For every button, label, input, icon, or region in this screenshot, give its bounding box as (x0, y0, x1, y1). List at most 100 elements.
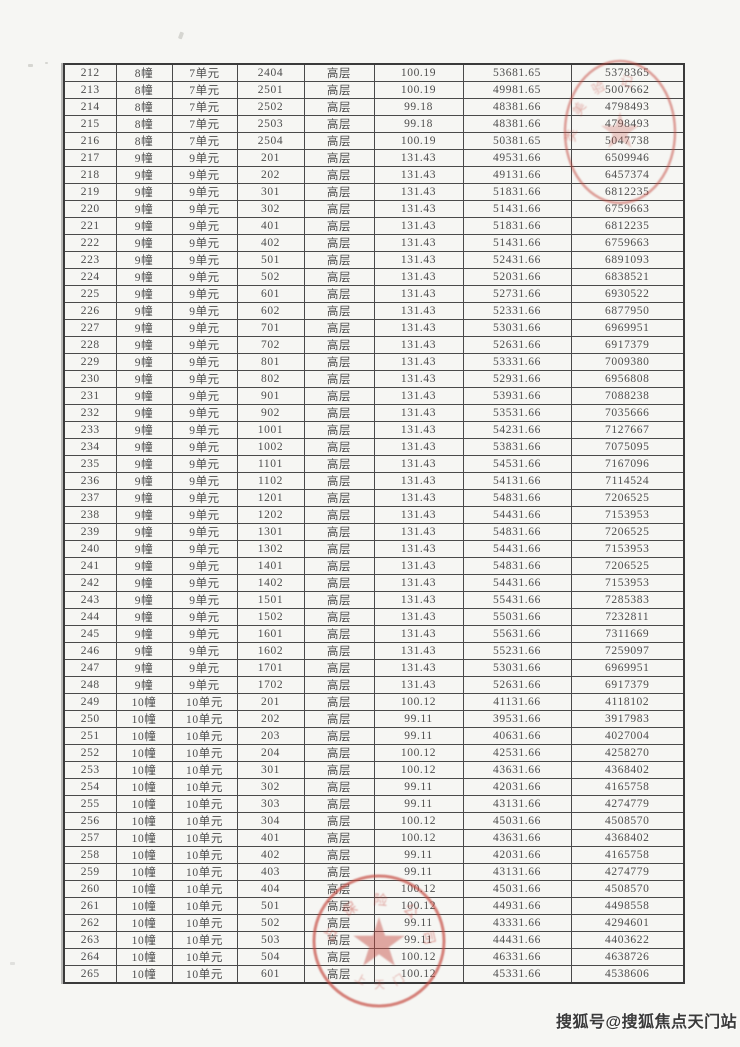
table-cell: 131.43 (373, 387, 464, 405)
table-row: 254 10幢 10单元 302 高层 99.11 42031.66 4165758 (63, 778, 685, 796)
table-cell: 218 (63, 166, 117, 184)
table-cell: 4638726 (570, 948, 685, 966)
table-cell: 52931.66 (462, 370, 572, 388)
table-row: 217 9幢 9单元 201 高层 131.43 49531.66 6509946 (63, 149, 685, 167)
table-cell: 高层 (303, 200, 375, 218)
table-cell: 54831.66 (462, 557, 572, 575)
table-cell: 402 (236, 846, 305, 864)
table-cell: 131.43 (373, 608, 464, 626)
table-cell: 230 (63, 370, 117, 388)
table-cell: 52631.66 (462, 336, 572, 354)
table-cell: 高层 (303, 455, 375, 473)
table-cell: 高层 (303, 931, 375, 949)
table-cell: 131.43 (373, 302, 464, 320)
table-cell: 902 (236, 404, 305, 422)
table-cell: 55031.66 (462, 608, 572, 626)
table-cell: 1502 (236, 608, 305, 626)
table-cell: 202 (236, 166, 305, 184)
table-cell: 高层 (303, 387, 375, 405)
table-cell: 52031.66 (462, 268, 572, 286)
table-cell: 9幢 (115, 353, 173, 371)
table-cell: 263 (63, 931, 117, 949)
table-cell: 7单元 (171, 81, 238, 99)
table-cell: 54231.66 (462, 421, 572, 439)
table-cell: 6812235 (570, 217, 685, 235)
table-cell: 9单元 (171, 438, 238, 456)
table-cell: 10幢 (115, 880, 173, 898)
table-cell: 50381.65 (462, 132, 572, 150)
table-cell: 45031.66 (462, 880, 572, 898)
table-cell: 9单元 (171, 387, 238, 405)
table-cell: 6969951 (570, 659, 685, 677)
table-cell: 701 (236, 319, 305, 337)
table-cell: 402 (236, 234, 305, 252)
table-cell: 131.43 (373, 540, 464, 558)
table-cell: 10幢 (115, 863, 173, 881)
table-cell: 1602 (236, 642, 305, 660)
table-cell: 9单元 (171, 489, 238, 507)
table-cell: 401 (236, 217, 305, 235)
table-cell: 131.43 (373, 642, 464, 660)
table-cell: 6759663 (570, 200, 685, 218)
table-cell: 53331.66 (462, 353, 572, 371)
table-cell: 246 (63, 642, 117, 660)
table-cell: 10幢 (115, 931, 173, 949)
table-cell: 9幢 (115, 438, 173, 456)
table-cell: 303 (236, 795, 305, 813)
table-cell: 601 (236, 285, 305, 303)
table-cell: 46331.66 (462, 948, 572, 966)
table-cell: 54431.66 (462, 506, 572, 524)
table-cell: 9幢 (115, 455, 173, 473)
table-cell: 9单元 (171, 625, 238, 643)
table-cell: 100.12 (373, 812, 464, 830)
table-cell: 9幢 (115, 540, 173, 558)
table-cell: 55431.66 (462, 591, 572, 609)
table-row: 212 8幢 7单元 2404 高层 100.19 53681.65 5378365 (63, 63, 685, 82)
table-row: 245 9幢 9单元 1601 高层 131.43 55631.66 7311669 (63, 625, 685, 643)
table-cell: 131.43 (373, 319, 464, 337)
table-cell: 99.18 (373, 98, 464, 116)
table-cell: 10单元 (171, 897, 238, 915)
table-cell: 高层 (303, 778, 375, 796)
table-cell: 131.43 (373, 404, 464, 422)
table-cell: 高层 (303, 63, 375, 82)
table-cell: 1702 (236, 676, 305, 694)
table-cell: 高层 (303, 948, 375, 966)
table-cell: 10单元 (171, 914, 238, 932)
table-row: 218 9幢 9单元 202 高层 131.43 49131.66 6457374 (63, 166, 685, 184)
table-cell: 4508570 (570, 880, 685, 898)
table-cell: 100.12 (373, 829, 464, 847)
table-cell: 239 (63, 523, 117, 541)
table-cell: 802 (236, 370, 305, 388)
table-cell: 131.43 (373, 217, 464, 235)
table-cell: 9单元 (171, 302, 238, 320)
table-cell: 6891093 (570, 251, 685, 269)
table-cell: 1701 (236, 659, 305, 677)
table-cell: 501 (236, 897, 305, 915)
table-cell: 10幢 (115, 744, 173, 762)
table-cell: 4368402 (570, 761, 685, 779)
table-cell: 304 (236, 812, 305, 830)
table-cell: 216 (63, 132, 117, 150)
table-row: 228 9幢 9单元 702 高层 131.43 52631.66 6917379 (63, 336, 685, 354)
table-cell: 4165758 (570, 778, 685, 796)
table-cell: 131.43 (373, 336, 464, 354)
table-cell: 9单元 (171, 591, 238, 609)
table-cell: 9单元 (171, 523, 238, 541)
table-cell: 高层 (303, 676, 375, 694)
table-cell: 1302 (236, 540, 305, 558)
table-cell: 9单元 (171, 268, 238, 286)
table-cell: 10幢 (115, 948, 173, 966)
table-cell: 高层 (303, 285, 375, 303)
sohu-watermark: 搜狐号@搜狐焦点天门站 (556, 1014, 738, 1031)
table-cell: 6956808 (570, 370, 685, 388)
table-cell: 6917379 (570, 676, 685, 694)
table-cell: 51431.66 (462, 234, 572, 252)
table-cell: 213 (63, 81, 117, 99)
table-cell: 225 (63, 285, 117, 303)
table-cell: 302 (236, 778, 305, 796)
table-row: 261 10幢 10单元 501 高层 100.12 44931.66 4498558 (63, 897, 685, 915)
table-cell: 42031.66 (462, 846, 572, 864)
table-cell: 高层 (303, 727, 375, 745)
table-cell: 9幢 (115, 200, 173, 218)
